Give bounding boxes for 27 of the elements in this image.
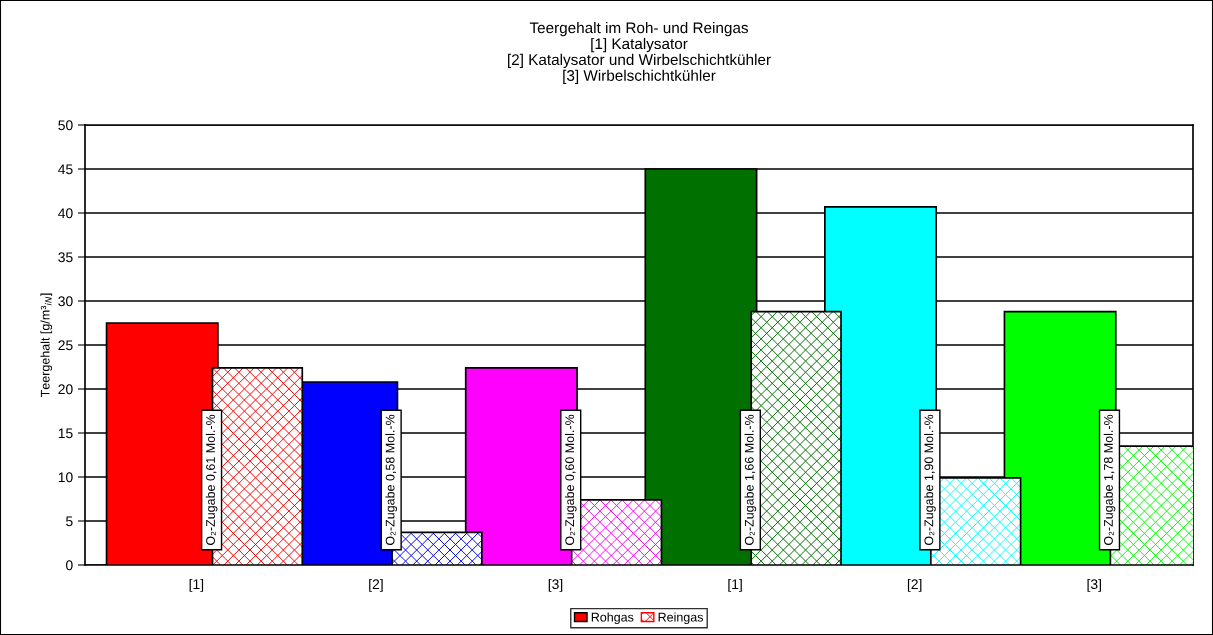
y-tick-label: 40	[58, 208, 73, 219]
y-axis-title: Teergehalt [g/m³$_{iN}$]	[40, 293, 53, 398]
x-tick-label: [1]	[728, 578, 742, 592]
y-tick-label: 20	[58, 384, 73, 395]
annotation: O₂-Zugabe 1,66 Mol.-%	[744, 414, 757, 546]
y-tick-label: 0	[66, 560, 73, 571]
annotation: O₂-Zugabe 0,60 Mol.-%	[564, 414, 577, 546]
y-tick-label: 50	[58, 120, 73, 131]
x-tick-label: [1]	[189, 578, 204, 592]
x-tick-label: [2]	[369, 578, 383, 592]
x-tick-label: [3]	[548, 578, 563, 592]
y-tick-label: 25	[58, 340, 73, 351]
x-tick-label: [3]	[1087, 578, 1101, 592]
y-tick-label: 5	[66, 516, 73, 527]
x-tick-label: [2]	[907, 578, 922, 592]
y-tick-label: 15	[58, 428, 73, 439]
chart-title: Teergehalt im Roh- und Reingas [1] Katalysator [2] Katalysator und Wirbelschichtkühler [3] Wirbelschichtkühler	[508, 22, 771, 84]
annotation: O₂-Zugabe 1,90 Mol.-%	[924, 414, 936, 546]
y-tick-label: 45	[58, 164, 73, 175]
legend-label: Rohgas	[591, 612, 634, 625]
annotation: O₂-Zugabe 0,61 Mol.-%	[205, 414, 218, 546]
y-tick-label: 35	[58, 252, 73, 263]
annotation: O₂-Zugabe 0,58 Mol.-%	[385, 414, 398, 546]
y-tick-label: 10	[58, 472, 73, 483]
legend-label: Reingas	[658, 612, 704, 625]
y-tick-label: 30	[58, 296, 73, 307]
annotation: O₂-Zugabe 1,78 Mol.-%	[1103, 414, 1116, 546]
